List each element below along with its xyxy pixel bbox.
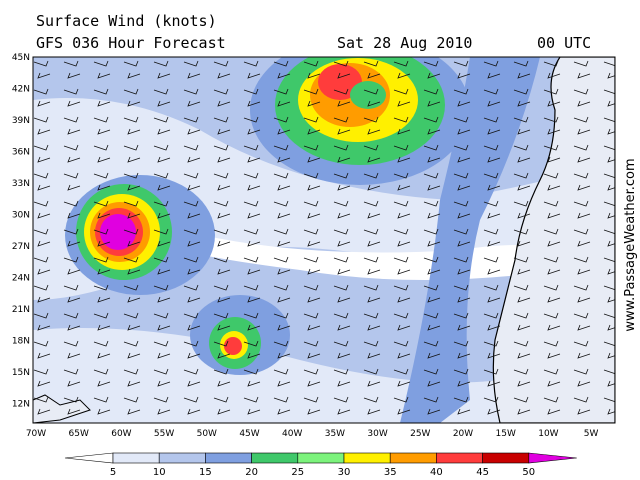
colorbar-label: 5 <box>110 467 116 478</box>
colorbar-segment <box>205 452 252 464</box>
lon-label: 40W <box>282 429 302 439</box>
colorbar-segment <box>482 452 530 464</box>
colorbar-label: 35 <box>384 467 397 478</box>
forecast-date: Sat 28 Aug 2010 <box>337 34 472 52</box>
lat-label: 30N <box>12 211 30 221</box>
colorbar: 5 10 15 20 25 30 35 40 45 50 <box>64 452 577 478</box>
map-frame <box>32 56 616 424</box>
lon-label: 35W <box>325 429 345 439</box>
lon-label: 55W <box>154 429 174 439</box>
lat-label: 36N <box>12 148 30 158</box>
colorbar-label: 20 <box>245 467 258 478</box>
lon-label: 60W <box>111 429 131 439</box>
lat-label: 21N <box>12 305 30 315</box>
lat-label: 33N <box>12 179 30 189</box>
lat-labels: 45N 42N 39N 36N 33N 30N 27N 24N 21N 18N 15N 12N <box>12 53 30 410</box>
watermark: www.PassageWeather.com <box>623 158 638 331</box>
colorbar-label: 50 <box>522 467 535 478</box>
lat-label: 18N <box>12 337 30 347</box>
colorbar-segment <box>436 452 483 464</box>
lon-label: 70W <box>26 429 46 439</box>
colorbar-label: 25 <box>291 467 304 478</box>
map <box>33 57 615 423</box>
colorbar-label: 30 <box>338 467 351 478</box>
lon-label: 20W <box>453 429 473 439</box>
lat-label: 24N <box>12 274 30 284</box>
lon-label: 25W <box>410 429 430 439</box>
lon-label: 50W <box>197 429 217 439</box>
lon-label: 30W <box>367 429 387 439</box>
title: Surface Wind (knots) <box>36 12 217 30</box>
lon-labels: 70W 65W 60W 55W 50W 45W 40W 35W 30W 25W 20W 15W 10W 5… <box>26 429 599 439</box>
colorbar-label: 40 <box>430 467 443 478</box>
colorbar-segment <box>64 452 114 464</box>
lat-label: 12N <box>12 400 30 410</box>
colorbar-label: 45 <box>476 467 489 478</box>
colorbar-label: 10 <box>153 467 166 478</box>
colorbar-segment <box>389 452 437 464</box>
colorbar-label: 15 <box>199 467 212 478</box>
colorbar-segment <box>112 452 160 464</box>
lat-label: 42N <box>12 85 30 95</box>
colorbar-segment <box>343 452 391 464</box>
lon-label: 10W <box>538 429 558 439</box>
lon-label: 65W <box>69 429 89 439</box>
lat-label: 39N <box>12 116 30 126</box>
forecast-time: 00 UTC <box>537 34 591 52</box>
colorbar-segment <box>297 452 345 464</box>
colorbar-segment <box>251 452 299 464</box>
colorbar-segment <box>158 452 206 464</box>
lon-label: 5W <box>584 429 599 439</box>
subtitle: GFS 036 Hour Forecast <box>36 34 226 52</box>
lat-label: 27N <box>12 242 30 252</box>
lon-label: 15W <box>496 429 516 439</box>
lat-label: 45N <box>12 53 30 63</box>
lat-label: 15N <box>12 368 30 378</box>
colorbar-segment <box>528 452 577 464</box>
lon-label: 45W <box>239 429 259 439</box>
